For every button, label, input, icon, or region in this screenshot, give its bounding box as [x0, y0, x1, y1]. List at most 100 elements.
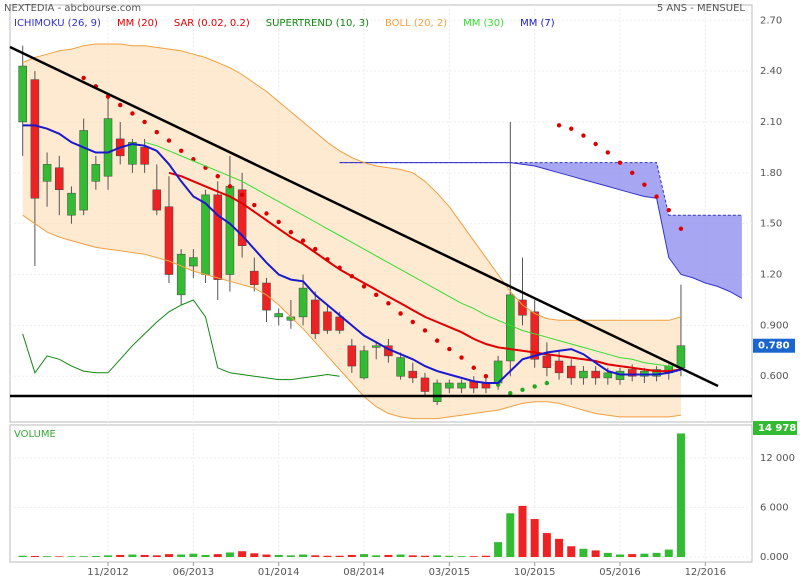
- candle-body: [396, 357, 405, 377]
- sar-dot: [398, 311, 403, 316]
- volume-bar: [408, 555, 417, 557]
- sar-dot: [130, 111, 135, 116]
- volume-bar: [555, 538, 564, 557]
- volume-bar: [262, 554, 271, 557]
- sar-dot: [532, 384, 537, 389]
- candle-body: [627, 369, 637, 377]
- candle-body: [91, 164, 101, 182]
- sar-dot: [313, 246, 318, 252]
- candle-body: [359, 350, 369, 379]
- volume-bar: [274, 554, 283, 557]
- sar-dot: [434, 338, 440, 343]
- volume-bar: [323, 555, 332, 557]
- candle-body: [298, 287, 308, 318]
- sar-dot: [483, 374, 489, 379]
- candle-body: [152, 189, 162, 211]
- candle-body: [140, 147, 149, 165]
- sar-dot: [349, 274, 355, 279]
- y-tick-label: 0.600: [760, 371, 789, 382]
- volume-bar: [30, 556, 39, 557]
- volume-bar: [286, 555, 295, 557]
- sar-dot: [325, 257, 330, 262]
- legend-entry: MM (7): [520, 18, 555, 29]
- candle-body: [579, 370, 588, 379]
- volume-bar: [225, 552, 234, 557]
- x-tick-label: 01/2014: [258, 567, 300, 578]
- candle-body: [262, 282, 271, 311]
- volume-bar: [603, 552, 612, 557]
- sar-dot: [227, 184, 233, 189]
- candle-body: [371, 345, 381, 348]
- volume-bar: [79, 556, 88, 557]
- volume-bar: [640, 553, 649, 557]
- sar-dot: [544, 380, 550, 386]
- sar-dot: [617, 160, 623, 165]
- candle-body: [128, 142, 137, 165]
- y-tick-label: 1.80: [760, 168, 782, 179]
- candle-body: [542, 355, 552, 369]
- volume-bar: [567, 546, 576, 557]
- sar-dot: [593, 141, 598, 147]
- volume-bar: [457, 556, 466, 557]
- volume-bar: [616, 554, 625, 557]
- sar-dot: [520, 387, 525, 392]
- candle-body: [42, 164, 52, 182]
- candle-body: [103, 118, 113, 177]
- volume-bar: [433, 555, 442, 557]
- sar-dot: [276, 219, 281, 225]
- volume-bar: [104, 555, 113, 557]
- candle-body: [67, 192, 76, 216]
- candle-body: [347, 345, 357, 367]
- candle-body: [676, 345, 686, 369]
- y-tick-label: 12 000: [760, 453, 795, 464]
- x-tick-label: 12/2016: [685, 567, 727, 578]
- candle-body: [176, 253, 186, 296]
- candle-body: [55, 167, 64, 191]
- volume-bar: [67, 556, 76, 557]
- candle-body: [591, 370, 600, 379]
- sar-dot: [154, 129, 159, 135]
- y-tick-label: 1.50: [760, 219, 782, 230]
- volume-bar: [518, 505, 527, 557]
- x-tick-label: 10/2015: [514, 567, 556, 578]
- indicator-line: [22, 124, 682, 384]
- sar-dot: [288, 229, 294, 235]
- boll-upper: [22, 43, 682, 321]
- volume-bar: [652, 552, 661, 557]
- sar-dot: [118, 102, 123, 108]
- volume-bar: [384, 554, 393, 557]
- volume-bar: [311, 555, 320, 557]
- volume-bar: [164, 554, 173, 557]
- volume-bar: [201, 554, 210, 557]
- candle-body: [554, 360, 564, 374]
- volume-bar: [128, 554, 137, 557]
- sar-dot: [581, 133, 586, 138]
- cloud-span-b: [339, 162, 743, 299]
- candle-body: [79, 130, 88, 211]
- volume-bar: [469, 556, 478, 557]
- y-tick-label: 2.70: [760, 15, 782, 26]
- volume-bar: [506, 513, 515, 557]
- volume-bar: [18, 555, 27, 557]
- volume-bar: [213, 554, 222, 557]
- legend-entry: MM (20): [117, 18, 158, 29]
- volume-bar: [591, 550, 600, 557]
- sar-dot: [166, 138, 172, 143]
- sar-dot: [337, 265, 342, 270]
- volume-bar: [676, 433, 685, 557]
- candle-body: [420, 377, 430, 392]
- legend-entry: SUPERTREND (10, 3): [266, 18, 369, 29]
- candle-body: [311, 299, 320, 335]
- volume-bar: [396, 554, 405, 557]
- sar-dot: [264, 211, 269, 216]
- x-tick-label: 11/2012: [87, 567, 129, 578]
- candle-body: [237, 189, 247, 246]
- candle-body: [445, 382, 454, 389]
- volume-label-box: [753, 421, 797, 435]
- volume-bar: [481, 555, 490, 557]
- sar-dot: [239, 192, 245, 198]
- price-label: 0.780: [758, 341, 790, 352]
- volume-bar: [177, 554, 186, 557]
- sar-dot: [215, 174, 220, 179]
